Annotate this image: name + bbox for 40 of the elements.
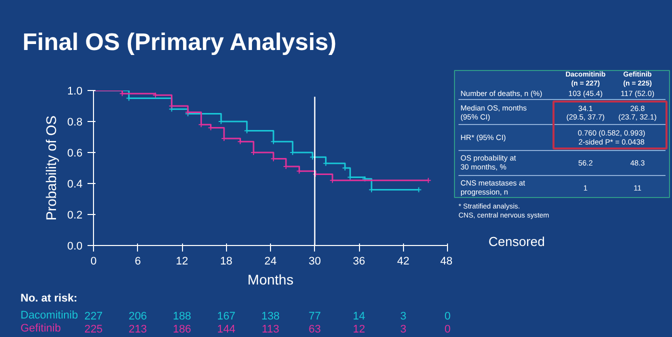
chart-title: Final OS (Primary Analysis) xyxy=(22,29,336,56)
y-axis-title: Probability of OS xyxy=(43,115,60,221)
text: 0 xyxy=(444,310,451,322)
text: 186 xyxy=(172,324,192,336)
y-tick-label: 0.2 xyxy=(67,210,83,222)
x-tick-label: 36 xyxy=(352,256,366,268)
text: 113 xyxy=(262,324,280,336)
text: 3 xyxy=(400,324,406,336)
x-tick-label: 12 xyxy=(176,256,188,268)
text: 167 xyxy=(217,310,236,322)
y-tick-label: 1.0 xyxy=(67,86,83,98)
y-tick-label: 0.4 xyxy=(67,178,83,190)
y-tick-label: 0.8 xyxy=(67,116,83,128)
text: No. at risk: xyxy=(20,292,78,304)
text: Gefitinib xyxy=(20,322,61,334)
y-tick-label: 0.6 xyxy=(67,148,83,160)
text: 138 xyxy=(261,310,280,322)
x-tick-label: 30 xyxy=(308,256,321,268)
text: 63 xyxy=(308,324,321,336)
text: 12 xyxy=(352,324,366,336)
x-tick-label: 6 xyxy=(134,256,141,268)
x-tick-label: 18 xyxy=(220,256,232,268)
text: Dacomitinib xyxy=(20,310,78,322)
text: 213 xyxy=(128,324,147,336)
text: 0 xyxy=(444,324,451,336)
text: 77 xyxy=(308,310,321,322)
text: 3 xyxy=(400,310,406,322)
x-tick-label: 24 xyxy=(264,256,277,268)
text: 14 xyxy=(352,310,366,322)
x-tick-label: 42 xyxy=(397,256,410,268)
y-tick-label: 0.0 xyxy=(67,240,83,252)
text: 188 xyxy=(172,310,192,322)
text: 225 xyxy=(84,324,103,336)
text: 144 xyxy=(217,324,236,336)
text: 227 xyxy=(84,310,103,322)
text: 206 xyxy=(128,310,147,322)
x-tick-label: 0 xyxy=(90,256,97,268)
x-axis-title: Months xyxy=(248,272,294,288)
text: Censored xyxy=(488,234,545,249)
x-tick-label: 48 xyxy=(440,256,453,268)
